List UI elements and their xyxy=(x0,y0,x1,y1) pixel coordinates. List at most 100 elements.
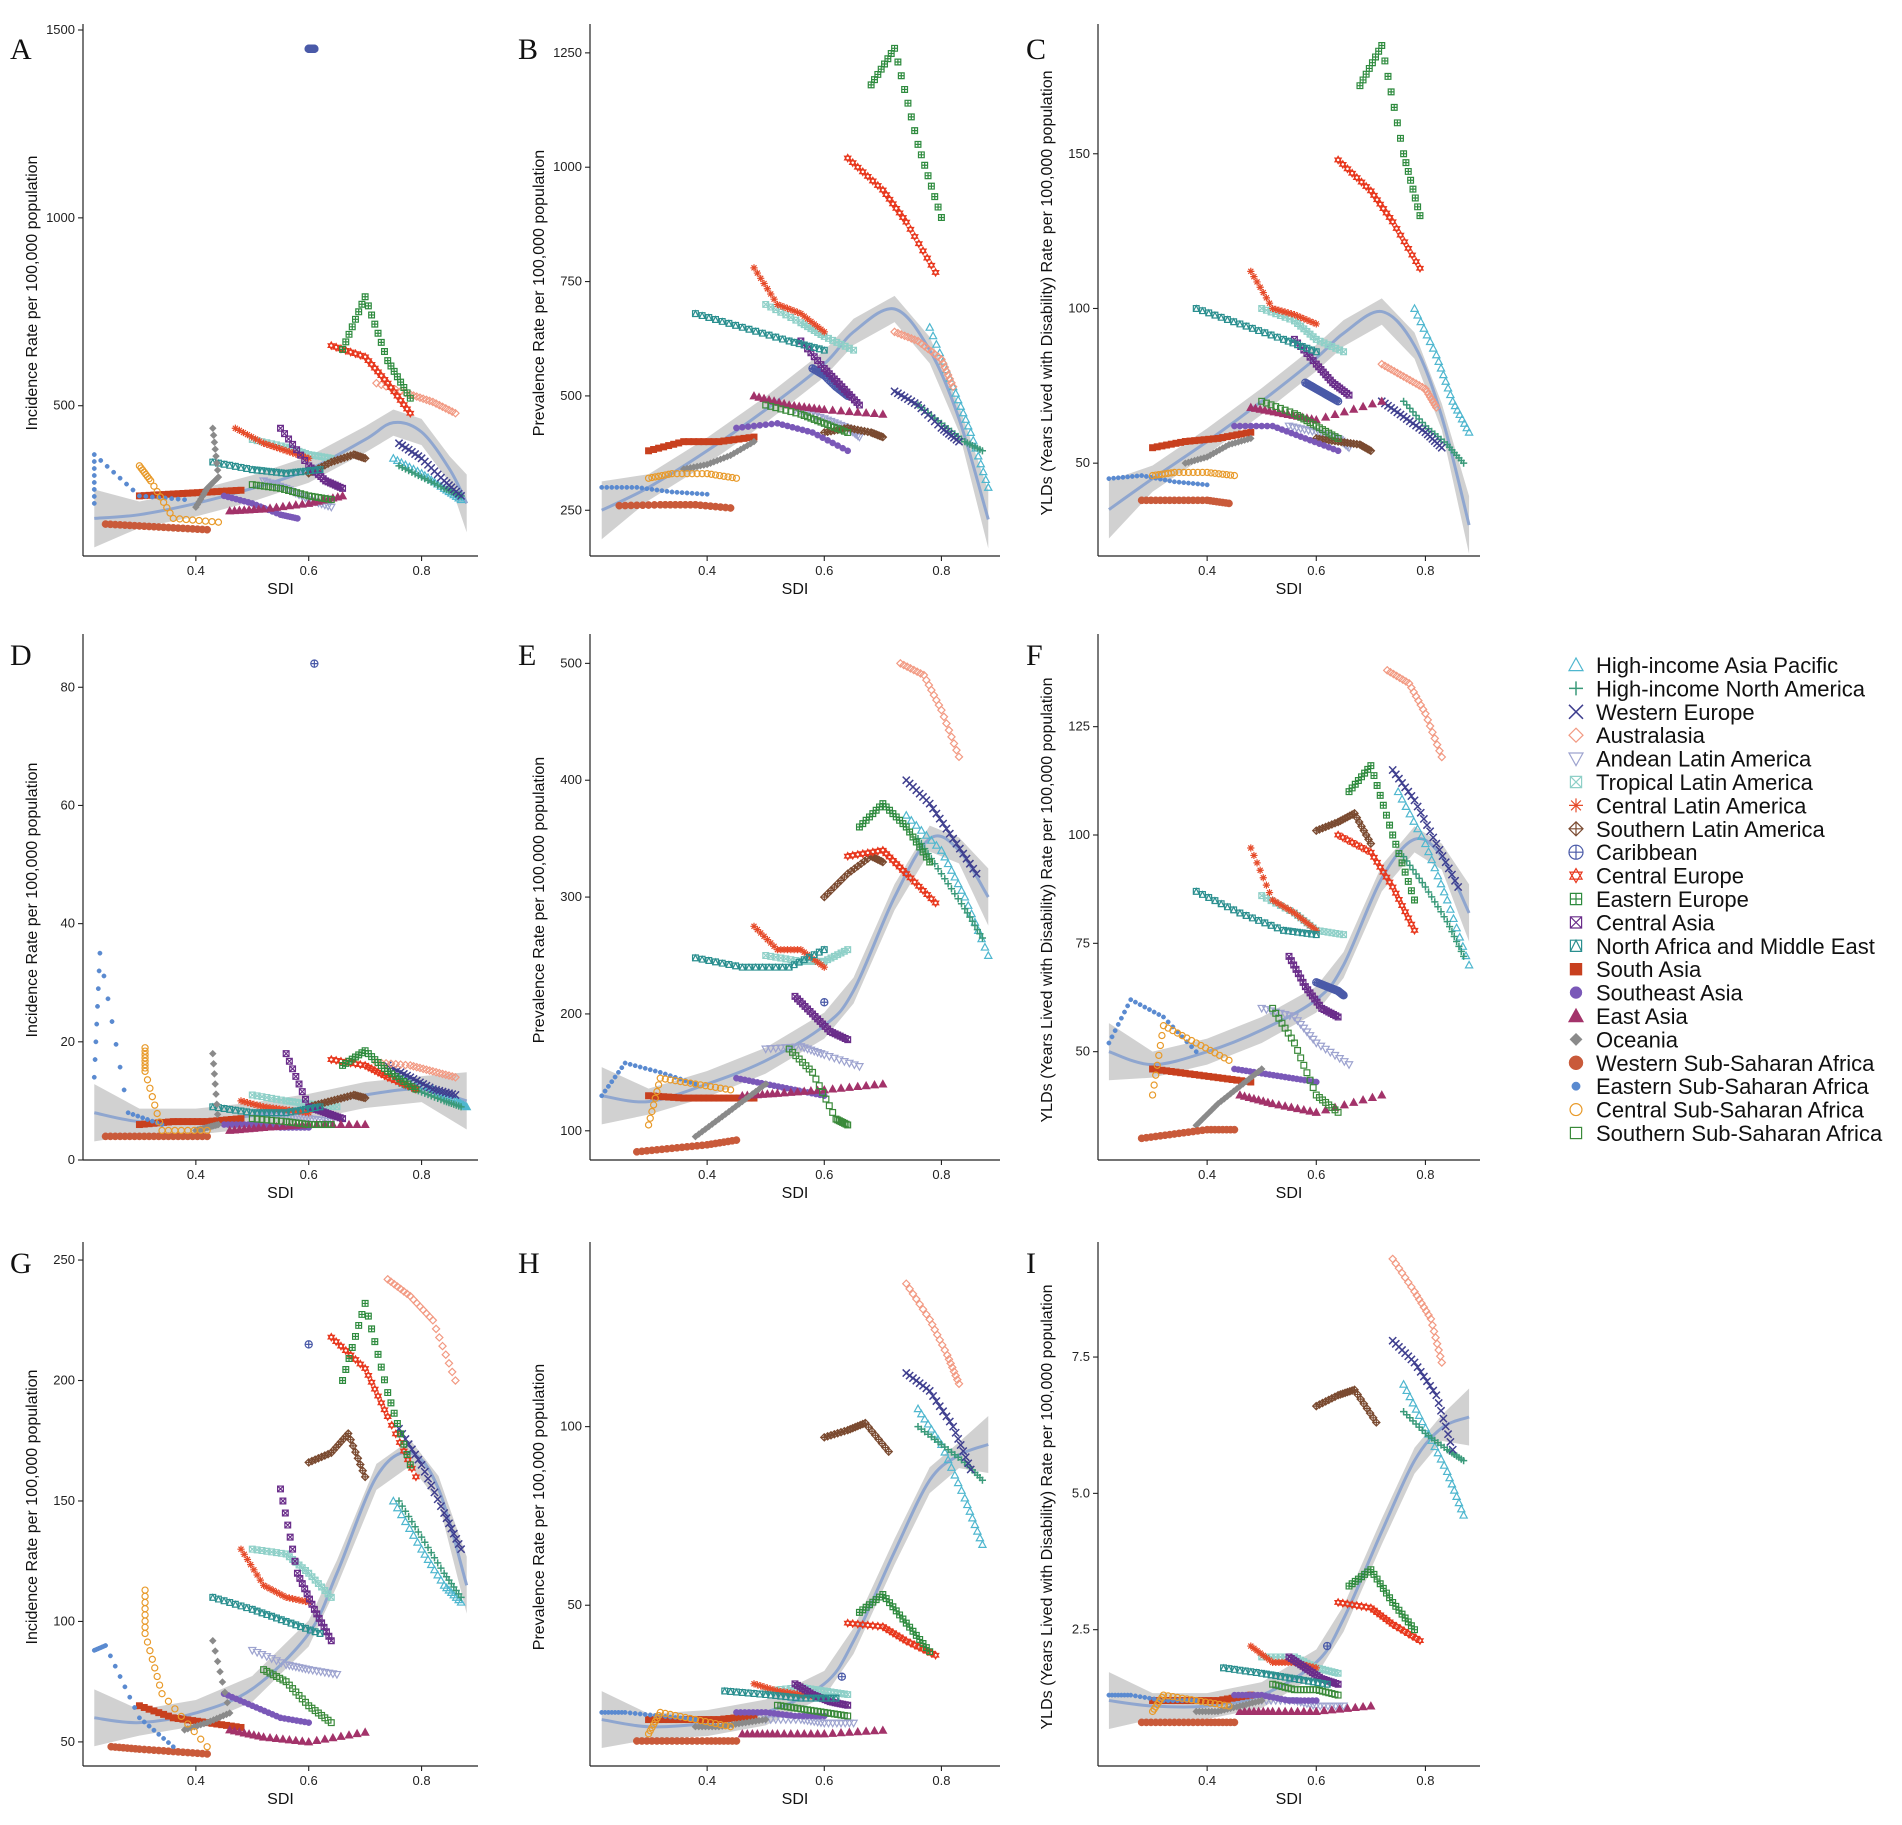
data-point xyxy=(1375,47,1383,55)
data-point xyxy=(602,1088,608,1094)
data-point xyxy=(209,424,217,432)
data-point xyxy=(130,487,136,493)
data-point xyxy=(370,1384,379,1394)
legend-item: Western Europe xyxy=(1568,700,1755,725)
data-point xyxy=(1367,762,1375,770)
data-point xyxy=(91,452,97,457)
legend-item: Southeast Asia xyxy=(1569,981,1744,1006)
data-point xyxy=(1416,212,1424,220)
x-tick-label: 0.4 xyxy=(187,563,205,578)
data-point xyxy=(757,274,765,282)
data-point xyxy=(837,1672,847,1681)
data-point xyxy=(1256,866,1264,874)
data-point xyxy=(1339,1100,1349,1109)
data-point xyxy=(1128,1692,1134,1698)
data-point xyxy=(1390,103,1398,111)
data-point xyxy=(1312,1697,1320,1704)
series-points xyxy=(91,659,472,1141)
data-point xyxy=(149,1118,155,1124)
x-tick-label: 0.4 xyxy=(698,1167,716,1182)
data-point xyxy=(943,858,953,868)
data-point xyxy=(209,1060,218,1068)
data-point xyxy=(414,471,422,480)
data-point xyxy=(828,405,838,414)
data-point xyxy=(772,1088,783,1097)
x-tick-label: 0.8 xyxy=(413,563,431,578)
data-point xyxy=(342,1366,350,1373)
data-point xyxy=(389,386,399,397)
data-point xyxy=(1167,478,1173,484)
data-point xyxy=(374,1350,382,1358)
data-point xyxy=(1409,303,1420,312)
data-point xyxy=(928,330,938,340)
data-point xyxy=(1195,481,1201,487)
series-australasia xyxy=(895,658,964,762)
data-point xyxy=(738,423,746,431)
data-point xyxy=(779,1729,789,1738)
data-point xyxy=(371,378,381,388)
y-tick-label: 2.5 xyxy=(1072,1622,1090,1637)
data-point xyxy=(622,1710,628,1715)
data-point xyxy=(404,1523,415,1532)
data-point xyxy=(351,1332,359,1340)
legend-item: Southern Latin America xyxy=(1568,817,1825,842)
data-point xyxy=(1217,899,1225,908)
data-point xyxy=(271,1733,282,1742)
data-point xyxy=(231,1600,239,1608)
data-point xyxy=(331,342,341,353)
data-point xyxy=(828,1728,838,1737)
data-point xyxy=(146,1647,154,1655)
data-point xyxy=(91,487,97,492)
data-point xyxy=(1388,765,1397,775)
data-point xyxy=(243,1555,252,1564)
series-eastern-europe xyxy=(339,293,414,402)
data-point xyxy=(401,388,410,398)
data-point xyxy=(1359,76,1367,84)
data-point xyxy=(1230,905,1238,914)
data-point xyxy=(1448,913,1459,923)
data-point xyxy=(197,1735,205,1743)
data-point xyxy=(732,1737,741,1745)
data-point xyxy=(901,810,911,819)
data-point xyxy=(396,1509,407,1519)
y-tick-label: 200 xyxy=(560,1006,582,1021)
data-point xyxy=(1133,1693,1138,1699)
data-point xyxy=(1422,330,1432,339)
data-point xyxy=(732,961,740,970)
y-axis-title: YLDs (Years Lived with Disability) Rate … xyxy=(1039,1285,1056,1730)
legend-key xyxy=(1569,775,1583,789)
data-point xyxy=(358,300,366,308)
data-point xyxy=(1431,1333,1441,1343)
data-point xyxy=(272,443,281,452)
data-point xyxy=(151,1101,159,1109)
legend-key xyxy=(1568,844,1584,860)
y-tick-label: 7.5 xyxy=(1072,1349,1090,1364)
data-point xyxy=(1387,88,1395,96)
data-point xyxy=(1323,1641,1332,1651)
data-point xyxy=(1409,185,1417,193)
data-point xyxy=(725,319,733,327)
data-point xyxy=(725,960,733,968)
y-tick-label: 100 xyxy=(560,1123,582,1138)
legend-item: Central Europe xyxy=(1568,864,1744,889)
y-tick-label: 5.0 xyxy=(1072,1485,1090,1500)
data-point xyxy=(727,1687,735,1695)
data-point xyxy=(1261,328,1269,337)
x-axis-title: SDI xyxy=(782,1185,809,1202)
data-point xyxy=(1223,315,1231,324)
confidence-band xyxy=(601,295,989,549)
data-point xyxy=(1230,1125,1239,1134)
legend-key xyxy=(1569,962,1583,976)
data-point xyxy=(1394,894,1404,905)
data-point xyxy=(1439,1460,1449,1469)
data-point xyxy=(279,1497,287,1505)
data-point xyxy=(705,956,713,964)
data-point xyxy=(765,330,773,339)
data-point xyxy=(806,1729,816,1738)
data-point xyxy=(209,1636,217,1645)
data-point xyxy=(361,1299,369,1307)
data-point xyxy=(1394,774,1404,783)
data-point xyxy=(305,1719,313,1726)
y-tick-label: 250 xyxy=(53,1252,75,1267)
data-point xyxy=(352,1119,362,1129)
